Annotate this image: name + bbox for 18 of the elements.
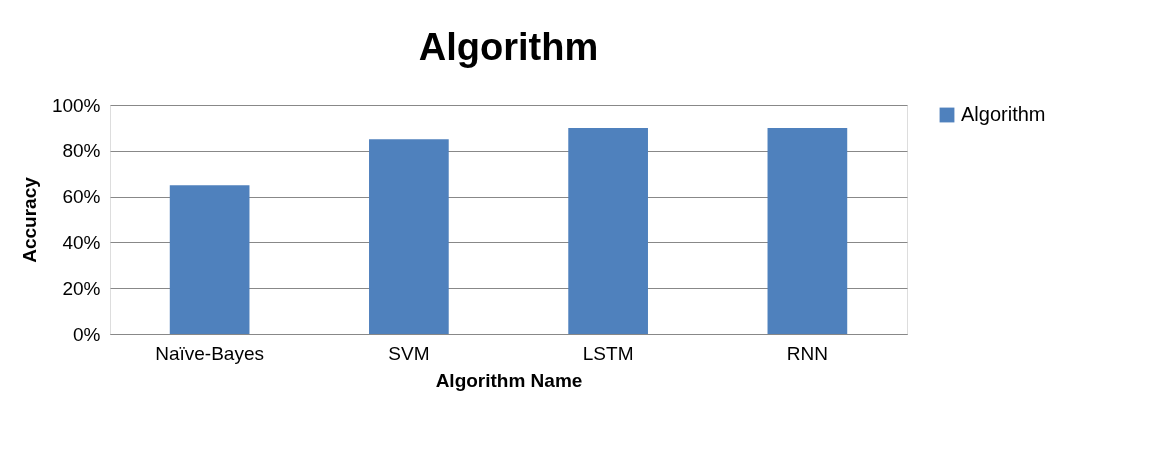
y-tick-label: 40% — [62, 231, 101, 253]
y-tick-label: 80% — [62, 140, 101, 162]
x-tick-label: SVM — [388, 342, 430, 364]
y-tick-label: 60% — [62, 186, 101, 208]
bar — [767, 127, 848, 334]
y-tick-label: 100% — [51, 94, 101, 116]
legend-label: Algorithm — [961, 103, 1046, 125]
bar — [568, 127, 648, 334]
bar — [369, 139, 449, 334]
x-tick-label: RNN — [786, 342, 828, 364]
y-tick-label: 0% — [73, 323, 101, 345]
x-tick-label: LSTM — [582, 342, 634, 364]
y-tick-label: 20% — [62, 277, 101, 299]
bar — [169, 185, 250, 334]
x-axis-title: Algorithm Name — [435, 369, 583, 391]
chart-title: Algorithm — [418, 26, 599, 68]
y-axis-title: Accuracy — [18, 176, 40, 263]
x-tick-label: Naïve-Bayes — [155, 342, 265, 364]
